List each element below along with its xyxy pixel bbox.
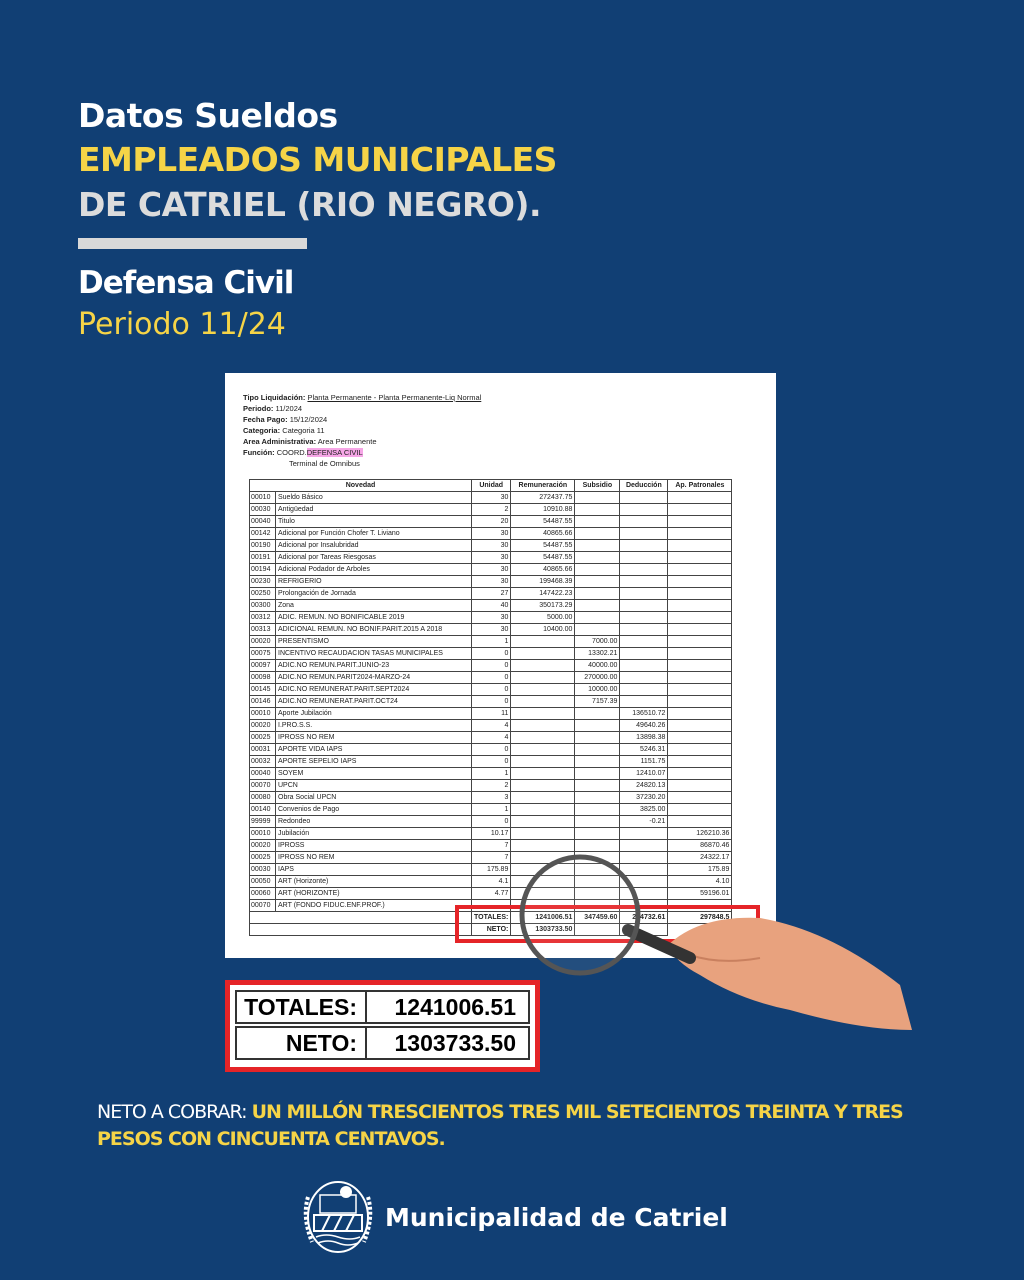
magnifier-handle [622, 924, 696, 964]
period-subtitle: Periodo 11/24 [78, 307, 286, 342]
table-row: 00300 Zona 40 350173.29 [249, 599, 733, 612]
municipality-logo-icon [303, 1181, 373, 1253]
title-line-3: DE CATRIEL (RIO NEGRO). [78, 185, 542, 224]
payslip-document: Tipo Liquidación: Planta Permanente - Pl… [225, 373, 776, 958]
table-row: 00050 ART (Horizonte) 4.1 4.10 [249, 875, 733, 888]
brand-name: Municipalidad de Catriel [385, 1203, 728, 1232]
table-row: 00030 Antigüedad 2 10910.88 [249, 503, 733, 516]
table-row: 00098 ADIC.NO REMUN.PARIT2024-MARZO-24 0 27… [249, 671, 733, 684]
table-row: 00010 Aporte Jubilación 11 136510.72 [249, 707, 733, 720]
hand-icon [668, 917, 912, 1030]
cell-unidad: 30 [470, 623, 512, 636]
divider [78, 238, 307, 249]
zoom-totales-value: 1241006.51 [394, 994, 516, 1020]
table-row: 00142 Adicional por Función Chofer T. Liv… [249, 527, 733, 540]
table-row: 00075 INCENTIVO RECAUDACION TASAS MUNICIP… [249, 647, 733, 660]
zoom-neto-row: NETO: 1303733.50 [235, 1026, 530, 1060]
table-row: 00070 UPCN 2 24820.13 [249, 779, 733, 792]
magnifier-glass-icon [519, 854, 641, 976]
meta-periodo: Periodo: 11/2024 [243, 404, 303, 413]
meta-funcion-line2: Terminal de Omnibus [289, 459, 360, 468]
table-row: 00031 APORTE VIDA IAPS 0 5246.31 [249, 743, 733, 756]
zoom-totales-label: TOTALES: [237, 992, 367, 1022]
neto-words: UN MILLÓN TRESCIENTOS TRES MIL SETECIENT… [97, 1101, 904, 1150]
title-line-1: Datos Sueldos [78, 96, 338, 135]
meta-categoria: Categoria: Categoria 11 [243, 426, 325, 435]
table-row: 00140 Convenios de Pago 1 3825.00 [249, 803, 733, 816]
neto-a-cobrar: NETO A COBRAR: UN MILLÓN TRESCIENTOS TRE… [97, 1099, 937, 1153]
total-patronales: 297848.5 [667, 911, 733, 924]
zoom-totales-row: TOTALES: 1241006.51 [235, 990, 530, 1024]
meta-area: Area Administrativa: Area Permanente [243, 437, 377, 446]
table-row: 00191 Adicional por Tareas Riesgosas 30 544… [249, 551, 733, 564]
title-line-2: EMPLEADOS MUNICIPALES [78, 140, 557, 179]
neto-label: NETO: [470, 923, 512, 936]
table-row: 00010 Jubilación 10.17 126210.36 [249, 827, 733, 840]
meta-tipo: Tipo Liquidación: Planta Permanente - Pl… [243, 393, 482, 402]
zoom-neto-value: 1303733.50 [394, 1030, 516, 1056]
neto-label: NETO A COBRAR: [97, 1101, 248, 1123]
area-title: Defensa Civil [78, 265, 294, 301]
table-row: 00025 IPROSS NO REM 7 24322.17 [249, 851, 733, 864]
totals-zoom-box: TOTALES: 1241006.51 NETO: 1303733.50 [225, 980, 540, 1072]
table-row: 00060 ART (HORIZONTE) 4.77 59196.01 [249, 887, 733, 900]
table-row: 00032 APORTE SEPELIO IAPS 0 1151.75 [249, 755, 733, 768]
meta-funcion: Función: COORD.DEFENSA CIVIL [243, 448, 363, 457]
zoom-neto-label: NETO: [237, 1028, 367, 1058]
table-row: 99999 Redondeo 0 -0.21 [249, 815, 733, 828]
meta-fecha: Fecha Pago: 15/12/2024 [243, 415, 328, 424]
payslip-table: Novedad Unidad Remuneración Subsidio Ded… [249, 479, 733, 936]
